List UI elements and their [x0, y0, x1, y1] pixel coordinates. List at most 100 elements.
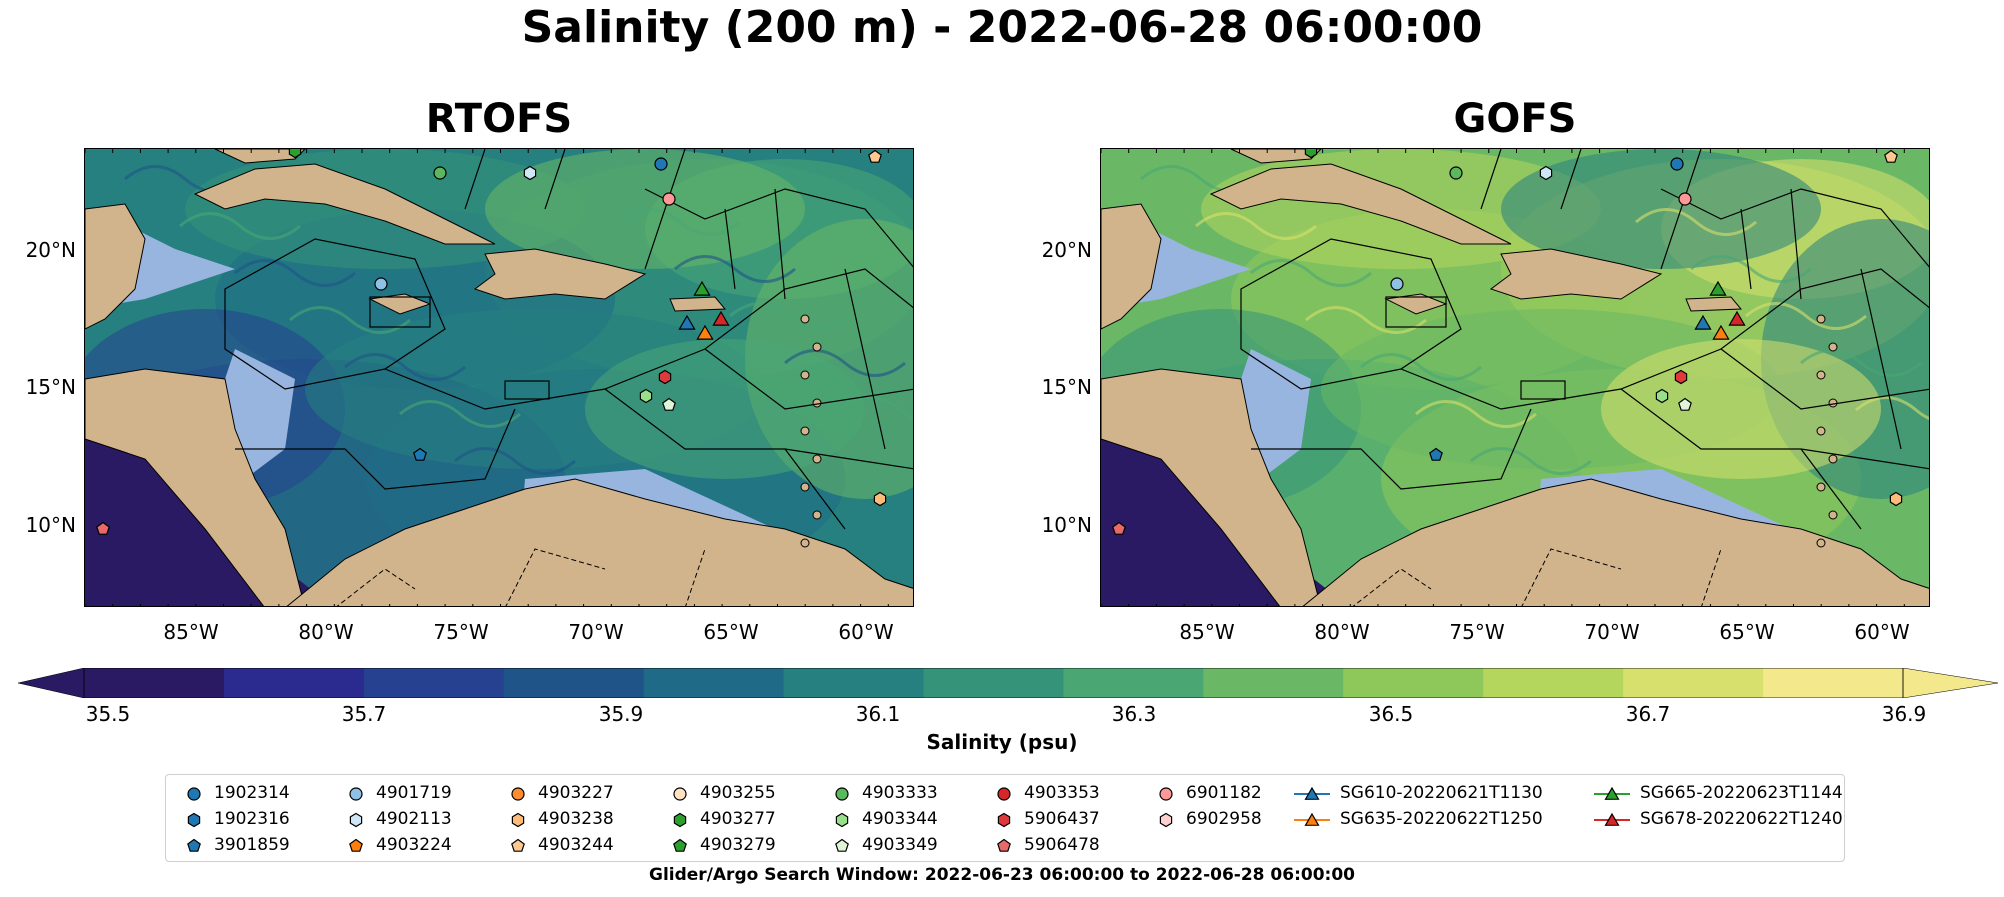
legend-label: 5906478 [1024, 835, 1100, 855]
platform-marker [1112, 521, 1126, 535]
legend-item: 1902314 [184, 783, 290, 804]
legend-marker [835, 812, 849, 827]
eddy-line [784, 349, 906, 377]
platform-marker [1390, 277, 1404, 291]
platform-marker [658, 369, 672, 385]
colorbar-extend-max [1902, 668, 1998, 698]
land-lesser-antilles [812, 510, 822, 520]
colorbar-segment [363, 668, 505, 698]
legend-item: 4903255 [670, 783, 776, 804]
salinity-field-patch [1601, 339, 1881, 479]
land-lesser-antilles [800, 314, 810, 324]
legend-item: SG610-20220621T1130 [1294, 783, 1543, 804]
eez-box [504, 380, 550, 400]
colorbar-tick: 36.5 [1368, 702, 1414, 726]
platform-marker [662, 192, 676, 206]
eez-boundary [644, 188, 913, 268]
platform-marker [288, 149, 302, 159]
eez-boundary [224, 238, 446, 390]
legend-label: 4903279 [700, 835, 776, 855]
legend-label: 4902113 [376, 809, 452, 829]
lon-tick-75w: 75°W [1449, 620, 1505, 644]
eez-boundary [464, 149, 686, 270]
legend-label: 6902958 [1186, 809, 1262, 829]
map-gofs [1100, 148, 1930, 607]
platform-marker [433, 166, 447, 180]
platform-marker [654, 157, 668, 171]
platform-marker [868, 149, 882, 163]
eez-boundary [604, 388, 913, 470]
legend-label: SG678-20220622T1240 [1640, 809, 1843, 829]
eez-boundary [724, 188, 786, 300]
legend-marker [835, 786, 849, 801]
lon-tick-60w: 60°W [838, 620, 894, 644]
land-lesser-antilles [1828, 342, 1838, 352]
legend-item: 6902958 [1156, 809, 1262, 830]
eez-boundary [1240, 238, 1462, 390]
legend-item: 6901182 [1156, 783, 1262, 804]
land-lesser-antilles [1816, 314, 1826, 324]
land-lesser-antilles [800, 370, 810, 380]
legend-marker [187, 812, 201, 827]
platform-marker [1449, 166, 1463, 180]
legend-label: 1902314 [214, 783, 290, 803]
legend-label: 4903227 [538, 783, 614, 803]
lon-tick-70w: 70°W [1584, 620, 1640, 644]
legend-item: 4903349 [832, 835, 938, 856]
legend-marker [511, 786, 525, 801]
platform-marker [374, 277, 388, 291]
eddy-line [289, 306, 411, 334]
platform-marker [96, 521, 110, 535]
lon-tick-80w: 80°W [298, 620, 354, 644]
land-lesser-antilles [1816, 482, 1826, 492]
land-lesser-antilles [1828, 454, 1838, 464]
legend-item: SG678-20220622T1240 [1594, 809, 1843, 830]
panel-title-rtofs: RTOFS [425, 96, 573, 142]
eez-boundary [1800, 268, 1902, 530]
legend-item: SG635-20220622T1250 [1294, 809, 1543, 830]
legend-label: 4903344 [862, 809, 938, 829]
legend-item: 4901719 [346, 783, 452, 804]
land-lesser-antilles [800, 482, 810, 492]
land-central-america [1101, 368, 1322, 606]
platform-marker [1728, 310, 1746, 326]
eddy-line [1800, 349, 1922, 377]
platform-marker [712, 310, 730, 326]
legend-label: SG635-20220622T1250 [1340, 809, 1543, 829]
legend-marker [1159, 812, 1173, 827]
legend-item: 4903353 [994, 783, 1100, 804]
lat-tick-20n: 20°N [25, 238, 76, 262]
platform-marker [678, 314, 696, 330]
platform-marker [413, 447, 427, 461]
eez-boundary [784, 268, 886, 530]
eez-boundary [704, 348, 913, 410]
legend-marker [349, 838, 363, 852]
legend-marker [835, 838, 849, 852]
eez-box [1385, 296, 1447, 328]
land-lesser-antilles [1828, 398, 1838, 408]
land-yucatan [1101, 203, 1162, 330]
legend-item: 4903238 [508, 809, 614, 830]
legend-label: 4903349 [862, 835, 938, 855]
land-florida [1230, 149, 1322, 164]
legend-item: 1902316 [184, 809, 290, 830]
legend-item: 4903333 [832, 783, 938, 804]
eddy-line [454, 447, 576, 475]
legend-item: 4903279 [670, 835, 776, 856]
colorbar-segment [1203, 668, 1344, 698]
lat-tick-10n: 10°N [1041, 513, 1092, 537]
land-central-america [85, 368, 306, 606]
eez-box [1520, 380, 1566, 400]
land-florida [214, 149, 306, 164]
legend-marker [349, 786, 363, 801]
colorbar-segment [1763, 668, 1904, 698]
legend-item: 5906437 [994, 809, 1100, 830]
lat-tick-10n: 10°N [25, 513, 76, 537]
lat-tick-20n: 20°N [1041, 238, 1092, 262]
platform-marker [1674, 369, 1688, 385]
land-yucatan [85, 203, 146, 330]
legend-marker [1294, 786, 1330, 800]
eddy-line [674, 255, 796, 283]
land-lesser-antilles [1816, 426, 1826, 436]
colorbar-tick: 35.5 [85, 702, 131, 726]
